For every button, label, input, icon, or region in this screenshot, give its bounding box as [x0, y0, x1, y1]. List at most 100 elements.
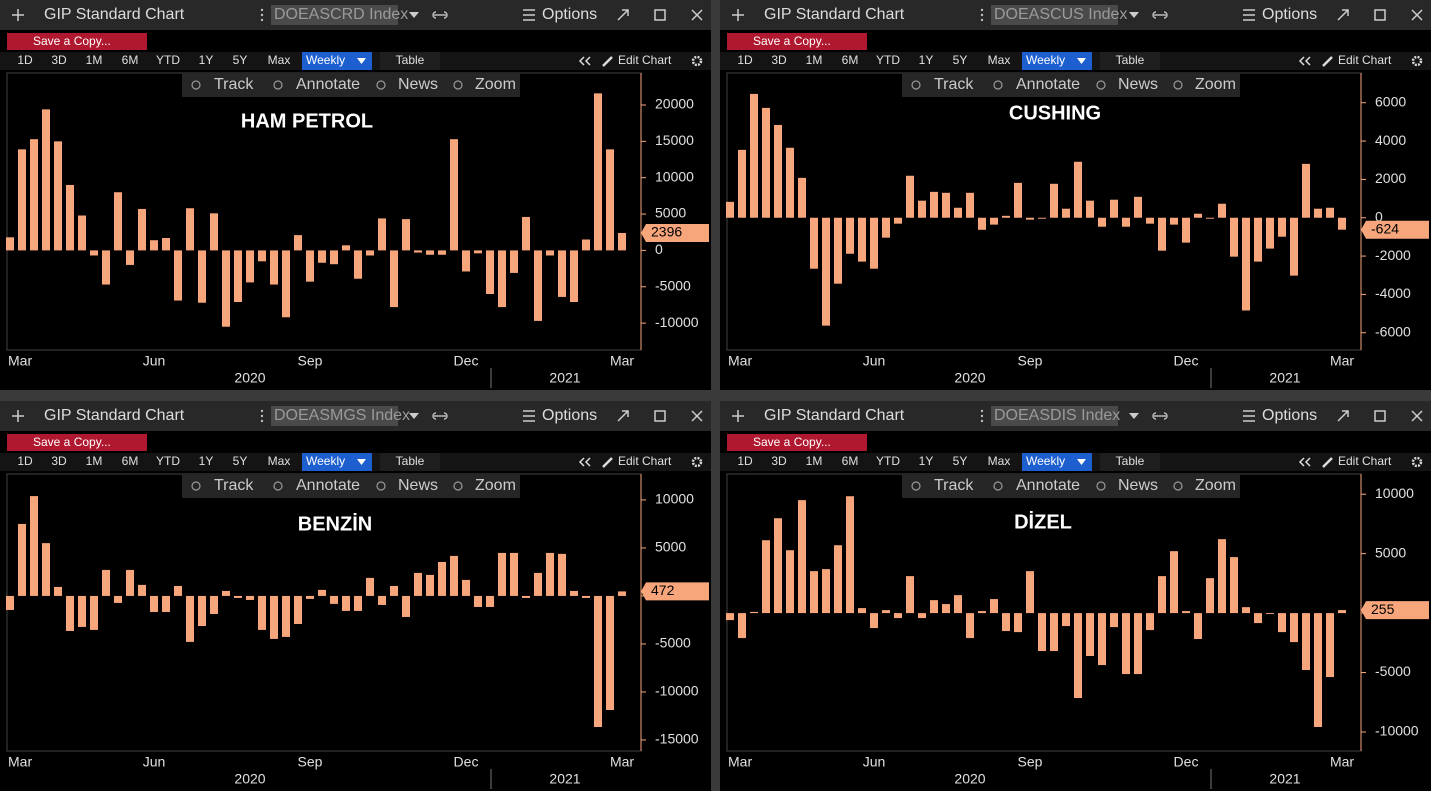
tool-icon[interactable]	[911, 481, 921, 491]
link-icon[interactable]	[432, 412, 448, 420]
ticker-input[interactable]	[991, 406, 1118, 426]
range-button[interactable]: 1D	[17, 454, 33, 468]
pencil-icon[interactable]	[602, 56, 613, 67]
range-button[interactable]: 6M	[842, 454, 859, 468]
ticker-dropdown[interactable]	[1129, 413, 1139, 419]
tool-icon[interactable]	[993, 481, 1003, 491]
range-button[interactable]: 1M	[86, 53, 103, 67]
tool-icon[interactable]	[273, 80, 283, 90]
interval-dropdown[interactable]	[1077, 459, 1086, 465]
table-button-bg[interactable]	[1100, 52, 1160, 70]
tool-button[interactable]: Track	[214, 76, 254, 93]
ticker-dropdown[interactable]	[409, 12, 419, 18]
tool-icon[interactable]	[1173, 481, 1183, 491]
save-button[interactable]: Save a Copy...	[33, 34, 111, 48]
range-button[interactable]: 3D	[771, 53, 787, 67]
collapse-icon[interactable]	[1298, 457, 1311, 467]
range-button[interactable]: Max	[988, 53, 1011, 67]
move-icon[interactable]	[732, 9, 744, 21]
tool-icon[interactable]	[1173, 80, 1183, 90]
link-icon[interactable]	[1152, 11, 1168, 19]
range-button[interactable]: 6M	[122, 53, 139, 67]
tool-icon[interactable]	[273, 481, 283, 491]
collapse-icon[interactable]	[578, 56, 591, 66]
link-icon[interactable]	[432, 11, 448, 19]
interval-button-bg[interactable]	[302, 453, 372, 471]
range-button[interactable]: YTD	[876, 454, 900, 468]
range-button[interactable]: 1Y	[919, 53, 934, 67]
interval-button[interactable]: Weekly	[1026, 53, 1065, 67]
range-button[interactable]: 5Y	[953, 53, 968, 67]
save-button[interactable]: Save a Copy...	[753, 435, 831, 449]
tool-button[interactable]: News	[1118, 76, 1158, 93]
interval-button-bg[interactable]	[1022, 52, 1092, 70]
pencil-icon[interactable]	[1322, 457, 1333, 468]
edit-chart-button[interactable]: Edit Chart	[618, 454, 672, 468]
range-button[interactable]: 1M	[806, 53, 823, 67]
maximize-icon[interactable]	[1374, 9, 1386, 21]
options-icon[interactable]	[523, 410, 535, 422]
range-button[interactable]: 5Y	[953, 454, 968, 468]
table-button[interactable]: Table	[1116, 53, 1145, 67]
ticker-text[interactable]: DOEASCRD Index	[274, 6, 408, 23]
options-button[interactable]: Options	[1262, 407, 1317, 424]
range-button[interactable]: 3D	[51, 53, 67, 67]
tool-button[interactable]: Annotate	[296, 477, 360, 494]
tool-button[interactable]: Zoom	[475, 477, 516, 494]
tool-button[interactable]: Annotate	[1016, 477, 1080, 494]
close-icon[interactable]	[691, 9, 703, 21]
range-button[interactable]: Max	[988, 454, 1011, 468]
edit-chart-button[interactable]: Edit Chart	[1338, 454, 1392, 468]
range-button[interactable]: 1Y	[199, 454, 214, 468]
save-button-bg[interactable]	[727, 33, 867, 50]
settings-icon[interactable]	[691, 456, 703, 468]
table-button-bg[interactable]	[1100, 453, 1160, 471]
options-button[interactable]: Options	[542, 6, 597, 23]
popout-icon[interactable]	[1337, 9, 1349, 21]
settings-icon[interactable]	[1411, 55, 1423, 67]
tool-button[interactable]: News	[1118, 477, 1158, 494]
link-icon[interactable]	[1152, 412, 1168, 420]
tool-icon[interactable]	[191, 80, 201, 90]
range-button[interactable]: 1Y	[199, 53, 214, 67]
tool-button[interactable]: Zoom	[1195, 477, 1236, 494]
range-button[interactable]: 3D	[51, 454, 67, 468]
options-icon[interactable]	[1243, 410, 1255, 422]
range-button[interactable]: 3D	[771, 454, 787, 468]
interval-dropdown[interactable]	[357, 58, 366, 64]
ticker-text[interactable]: DOEASCUS Index	[994, 6, 1127, 23]
tool-icon[interactable]	[453, 80, 463, 90]
tool-button[interactable]: Annotate	[1016, 76, 1080, 93]
ticker-text[interactable]: DOEASMGS Index	[274, 407, 410, 424]
range-button[interactable]: 1D	[17, 53, 33, 67]
range-button[interactable]: 1D	[737, 53, 753, 67]
close-icon[interactable]	[1411, 410, 1423, 422]
ticker-dropdown[interactable]	[409, 413, 419, 419]
tool-button[interactable]: Track	[934, 76, 974, 93]
tool-icon[interactable]	[376, 481, 386, 491]
settings-icon[interactable]	[691, 55, 703, 67]
tool-icon[interactable]	[1096, 481, 1106, 491]
tool-button[interactable]: Zoom	[1195, 76, 1236, 93]
range-button[interactable]: 6M	[842, 53, 859, 67]
range-button[interactable]: 6M	[122, 454, 139, 468]
tool-button[interactable]: News	[398, 477, 438, 494]
menu-dots[interactable]	[260, 409, 264, 423]
options-button[interactable]: Options	[1262, 6, 1317, 23]
interval-button[interactable]: Weekly	[1026, 454, 1065, 468]
range-button[interactable]: YTD	[156, 454, 180, 468]
ticker-input[interactable]	[271, 406, 398, 426]
move-icon[interactable]	[732, 410, 744, 422]
edit-chart-button[interactable]: Edit Chart	[618, 53, 672, 67]
ticker-input[interactable]	[991, 5, 1118, 25]
tool-button[interactable]: Zoom	[475, 76, 516, 93]
save-button[interactable]: Save a Copy...	[33, 435, 111, 449]
tool-icon[interactable]	[453, 481, 463, 491]
tool-icon[interactable]	[993, 80, 1003, 90]
tool-button[interactable]: Track	[214, 477, 254, 494]
range-button[interactable]: Max	[268, 454, 291, 468]
table-button[interactable]: Table	[396, 53, 425, 67]
options-icon[interactable]	[523, 9, 535, 21]
move-icon[interactable]	[12, 410, 24, 422]
tool-button[interactable]: Track	[934, 477, 974, 494]
